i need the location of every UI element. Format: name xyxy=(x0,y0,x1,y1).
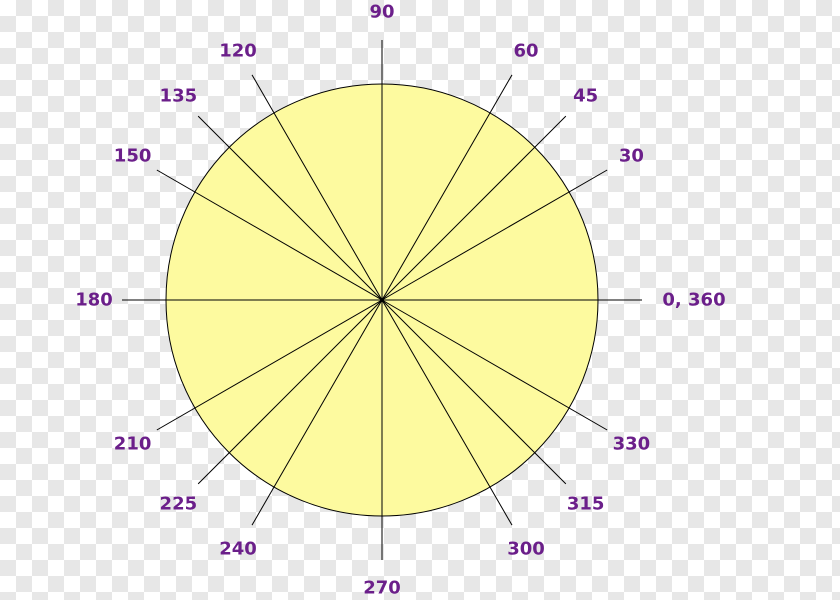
angle-circle-svg xyxy=(0,0,840,600)
diagram-stage: 0, 3603045609012013515018021022524027030… xyxy=(0,0,840,600)
